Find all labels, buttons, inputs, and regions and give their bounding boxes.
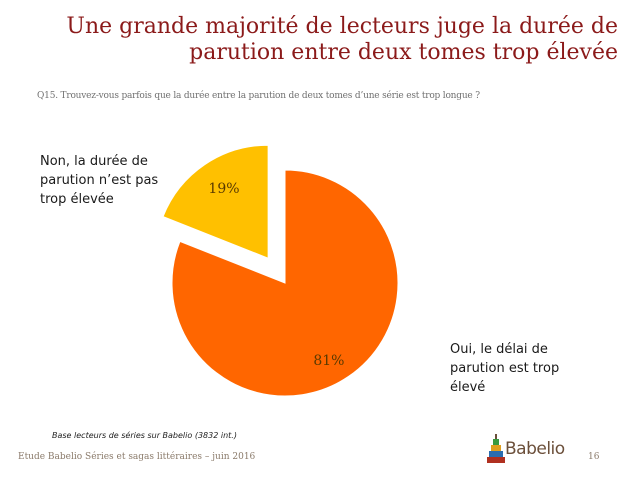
callout-non: Non, la durée de parution n’est pas trop… [40,154,159,207]
title-line-2: parution entre deux tomes trop élevée [189,40,618,65]
footer-text: Etude Babelio Séries et sagas littéraire… [18,452,256,462]
base-note: Base lecteurs de séries sur Babelio (383… [52,431,237,440]
pie-slice-non [162,144,269,259]
data-label-oui: 81% [313,353,345,370]
babelio-logo-icon [487,434,505,463]
slide-title: Une grande majorité de lecteurs juge la … [60,14,618,66]
logo-text: Babelio [505,439,565,459]
page-number: 16 [588,452,600,462]
title-line-1: Une grande majorité de lecteurs juge la … [66,14,618,39]
callout-oui: Oui, le délai de parution est trop élevé [450,342,560,395]
survey-question: Q15. Trouvez-vous parfois que la durée e… [37,91,480,101]
pie-slice-oui [171,169,399,397]
data-label-non: 19% [208,180,240,197]
